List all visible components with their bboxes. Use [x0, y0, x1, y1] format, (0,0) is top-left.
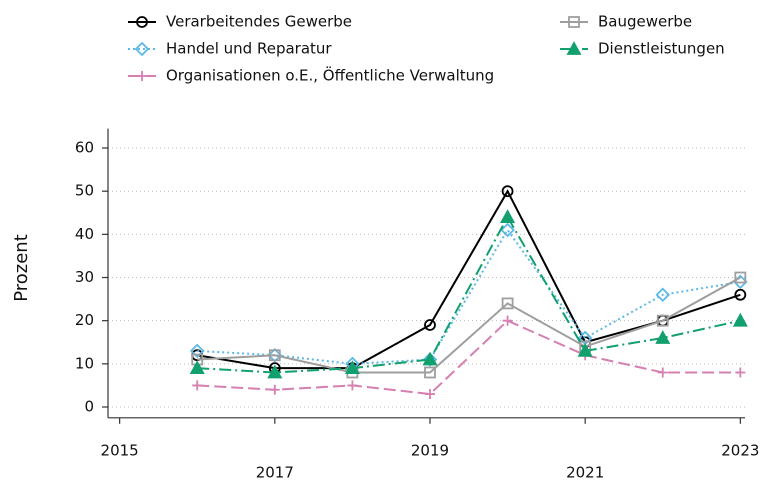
data-point	[267, 364, 283, 379]
x-tick-label: 2019	[411, 441, 449, 459]
data-point	[424, 366, 436, 379]
data-point	[732, 312, 748, 327]
legend-marker	[566, 41, 582, 55]
x-tick-label: 2023	[721, 441, 759, 459]
series-line	[197, 276, 741, 374]
data-point	[501, 185, 514, 198]
legend-label: Dienstleistungen	[598, 40, 725, 58]
legend-label: Handel und Reparatur	[166, 40, 332, 58]
series-line	[197, 319, 741, 396]
series-line	[197, 215, 741, 374]
data-point	[347, 380, 358, 391]
legend-marker	[568, 16, 580, 28]
legend-label: Baugewerbe	[598, 13, 692, 31]
data-point	[577, 343, 593, 357]
y-axis-label: Prozent	[11, 234, 32, 302]
y-tick-label: 20	[75, 311, 94, 329]
data-point	[344, 360, 360, 375]
legend-marker	[137, 71, 147, 81]
x-tick-label: 2017	[256, 463, 294, 481]
x-tick-label: 2015	[101, 441, 139, 459]
y-tick-label: 10	[75, 354, 94, 372]
data-point	[422, 351, 438, 366]
data-point	[501, 297, 514, 310]
data-point	[424, 319, 436, 331]
data-point	[192, 380, 203, 391]
data-point	[656, 314, 669, 327]
data-point	[267, 347, 283, 363]
legend-marker	[136, 16, 148, 28]
data-point	[189, 360, 205, 375]
data-point	[500, 222, 515, 238]
data-point	[657, 367, 668, 378]
series-line	[197, 228, 741, 365]
data-point	[655, 287, 671, 303]
y-tick-label: 50	[75, 182, 94, 200]
y-tick-label: 40	[75, 225, 94, 243]
data-point	[424, 389, 435, 400]
data-point	[735, 367, 746, 378]
data-point	[422, 352, 438, 367]
data-point	[655, 330, 671, 344]
legend-marker	[134, 41, 150, 57]
y-tick-label: 30	[75, 268, 94, 286]
data-point	[734, 271, 747, 284]
legend-label: Verarbeitendes Gewerbe	[166, 13, 352, 31]
data-point	[734, 288, 747, 301]
legend-label: Organisationen o.E., Öffentliche Verwalt…	[166, 66, 494, 85]
data-point	[502, 315, 513, 326]
data-point	[268, 349, 281, 362]
data-point	[189, 343, 205, 359]
x-tick-label: 2021	[566, 463, 604, 481]
data-point	[500, 209, 516, 223]
y-tick-label: 0	[84, 398, 94, 416]
data-point	[269, 384, 280, 395]
y-tick-label: 60	[75, 139, 94, 157]
